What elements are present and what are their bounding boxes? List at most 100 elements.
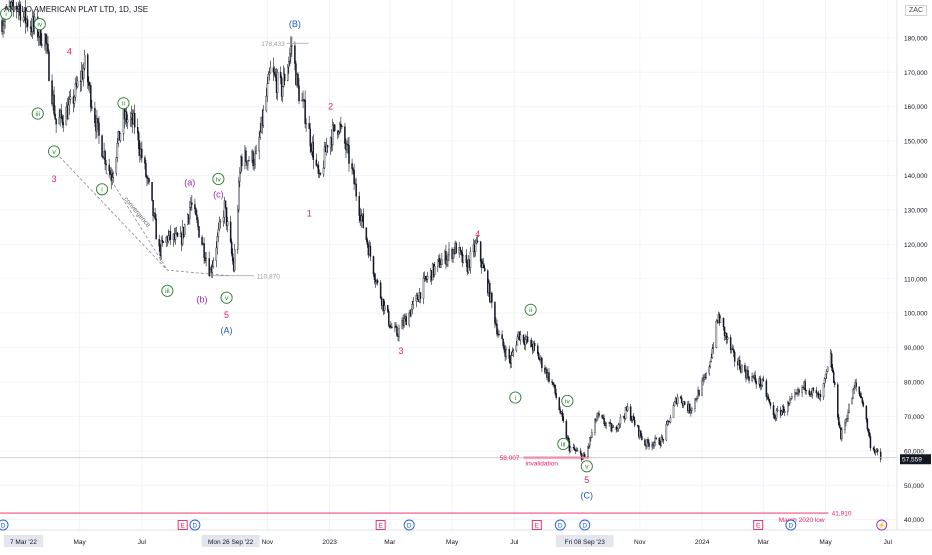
candle-body [308, 123, 310, 130]
candle-body [790, 398, 792, 401]
candle-body [602, 416, 604, 419]
candle-body [174, 233, 177, 240]
wave-label: 1 [307, 208, 312, 218]
candle-body [403, 318, 405, 326]
candle-body [630, 419, 633, 421]
time-axis-highlight [201, 535, 260, 547]
candle-body [698, 390, 700, 396]
candle-body [252, 151, 254, 167]
candle-body [281, 86, 284, 97]
candle-body [169, 230, 172, 241]
candle-body [516, 336, 519, 346]
candle-body [672, 405, 675, 418]
candle-body [276, 72, 279, 93]
candle-body [508, 349, 510, 359]
candle-body [530, 340, 533, 348]
candle-body [373, 273, 376, 280]
candle-body [231, 253, 234, 262]
candle-body [476, 240, 479, 243]
level-note-label: March 2020 low [779, 517, 825, 524]
candle-body [873, 449, 876, 453]
candle-body [767, 396, 770, 400]
price-axis-tick: 120,000 [904, 242, 928, 249]
price-axis-tick: 100,000 [904, 311, 928, 318]
candle-body [410, 309, 413, 317]
candle-body [501, 334, 503, 340]
candle-body [133, 112, 136, 128]
candle-body [338, 131, 340, 135]
time-axis-highlight-label: Mon 26 Sep '22 [208, 539, 254, 546]
candle-body [617, 424, 620, 430]
candle-body [305, 123, 307, 125]
convergence-annotation: convergence [122, 196, 152, 229]
candle-body [711, 348, 714, 358]
candle-body [12, 0, 15, 7]
candle-body [212, 260, 215, 267]
wave-label: (C) [581, 491, 594, 501]
candle-body [839, 424, 841, 429]
candle-body [712, 347, 715, 349]
candle-body [266, 83, 269, 97]
dividend-marker-label: D [1, 522, 6, 529]
time-axis-tick: 2024 [695, 539, 710, 546]
candle-body [773, 414, 776, 419]
candle-body [662, 439, 665, 441]
candle-body [479, 241, 482, 262]
candle-body [739, 360, 741, 369]
candle-body [216, 236, 219, 249]
candle-body [339, 123, 341, 133]
candle-body [532, 342, 535, 351]
earnings-marker [375, 520, 386, 530]
candle-body [254, 153, 256, 165]
time-axis-tick: Jul [510, 539, 519, 546]
candle-body [82, 68, 85, 79]
currency-badge[interactable]: ZAC [905, 5, 927, 16]
candle-body [774, 417, 777, 419]
wave-label: ii [122, 101, 126, 108]
candle-body [255, 150, 257, 154]
candle-body [360, 215, 362, 221]
time-axis-tick: Jul [138, 539, 147, 546]
candle-body [810, 393, 813, 395]
candle-body [819, 394, 822, 398]
candle-body [867, 429, 870, 433]
candle-body [448, 248, 450, 256]
candle-body [158, 238, 160, 247]
candle-body [348, 145, 350, 164]
candle-body [26, 19, 29, 27]
wave-label: 5 [224, 310, 229, 320]
candle-body [366, 239, 369, 245]
candle-body [768, 399, 771, 403]
wave-label: 4 [67, 47, 72, 57]
candle-body [137, 127, 139, 134]
wave-label: v [585, 464, 589, 471]
candle-body [141, 148, 143, 158]
candle-body [733, 352, 736, 362]
dividend-marker [785, 519, 797, 531]
candle-body [823, 378, 826, 384]
candle-body [376, 280, 379, 283]
candle-body [708, 366, 710, 374]
candle-body [459, 247, 461, 251]
price-tag-label: 110,870 [257, 273, 280, 280]
candle-body [465, 254, 468, 264]
candle-body [744, 365, 746, 372]
candle-body [90, 85, 92, 108]
price-axis-bg [897, 0, 932, 550]
candle-body [194, 204, 196, 209]
wave-label-circle [212, 172, 225, 186]
price-axis-tick: 140,000 [904, 173, 928, 180]
candle-body [146, 176, 148, 179]
candle-body [741, 365, 743, 373]
candle-body [265, 95, 268, 111]
candle-body [826, 366, 829, 372]
candle-body [340, 123, 342, 127]
price-axis-tick: 60,000 [904, 448, 924, 455]
candle-body [588, 444, 590, 448]
candle-body [776, 409, 779, 411]
price-axis-tick: 80,000 [904, 380, 924, 387]
dividend-marker [189, 519, 201, 531]
candle-body [680, 397, 683, 404]
